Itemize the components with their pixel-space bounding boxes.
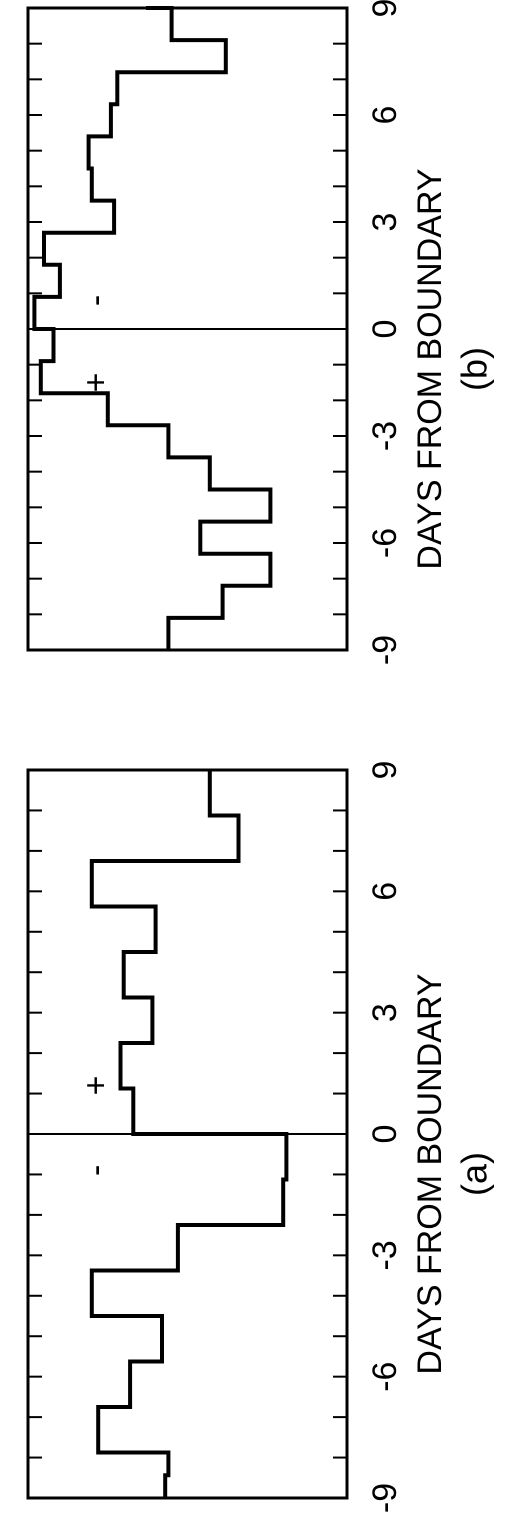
panel-a-x-tick-label: -3 [366, 1240, 404, 1270]
panel-b-x-tick-label: -3 [366, 421, 404, 451]
panel-a-x-tick-label: -6 [366, 1362, 404, 1392]
panel-b-group: -9 -6 -3 0 3 6 9 DAYS FROM BOUNDARY (b) + - [26, 0, 495, 665]
panel-a-x-tick-label: -9 [366, 1483, 404, 1513]
panel-b-histogram-series [32, 6, 273, 650]
panel-a-x-axis-title: DAYS FROM BOUNDARY [411, 973, 449, 1374]
panel-b-x-tick-label: 0 [366, 320, 404, 339]
panel-a-group: -9 -6 -3 0 3 6 9 DAYS FROM BOUNDARY (a) - + [26, 761, 495, 1513]
panel-b-x-tick-label: -9 [366, 635, 404, 665]
panel-b-x-tick-label: 9 [366, 0, 404, 17]
panel-b-x-tick-label: 3 [366, 213, 404, 232]
panel-b-x-tick-label: 6 [366, 106, 404, 125]
panel-b-x-tick-label: -6 [366, 528, 404, 558]
panel-a-x-tick-label: 0 [366, 1125, 404, 1144]
panel-a-histogram-series [89, 770, 289, 1498]
panel-a-sign-annotation: - [77, 1165, 115, 1176]
panel-a-panel-label: (a) [454, 1152, 495, 1196]
panel-a-x-tick-label: 9 [366, 761, 404, 780]
panel-a-sign-annotation: + [77, 1076, 115, 1096]
panel-a-x-tick-label: 3 [366, 1003, 404, 1022]
panel-b-x-axis-title: DAYS FROM BOUNDARY [411, 168, 449, 569]
panel-b-sign-annotation: - [77, 295, 115, 306]
panel-b-panel-label: (b) [454, 347, 495, 391]
panel-b-sign-annotation: + [77, 373, 115, 393]
panel-a-x-tick-label: 6 [366, 882, 404, 901]
